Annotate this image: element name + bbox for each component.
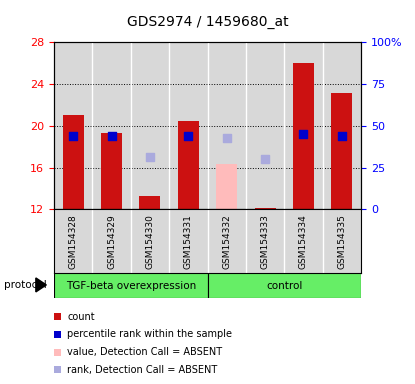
Point <box>262 156 269 162</box>
Bar <box>178 121 199 209</box>
Text: GSM154333: GSM154333 <box>261 214 270 269</box>
Point <box>339 133 345 139</box>
Point <box>185 133 192 139</box>
Text: GSM154329: GSM154329 <box>107 214 116 269</box>
Text: GDS2974 / 1459680_at: GDS2974 / 1459680_at <box>127 15 288 29</box>
Text: GSM154334: GSM154334 <box>299 214 308 269</box>
Text: rank, Detection Call = ABSENT: rank, Detection Call = ABSENT <box>67 365 217 375</box>
Text: protocol: protocol <box>4 280 47 290</box>
Text: GSM154331: GSM154331 <box>184 214 193 269</box>
Polygon shape <box>36 278 46 292</box>
Point <box>223 135 230 141</box>
Bar <box>54 273 208 298</box>
Point <box>300 131 307 137</box>
Bar <box>101 133 122 209</box>
Bar <box>208 273 361 298</box>
Bar <box>63 115 84 209</box>
Text: value, Detection Call = ABSENT: value, Detection Call = ABSENT <box>67 347 222 357</box>
Text: GSM154328: GSM154328 <box>68 214 78 269</box>
Text: count: count <box>67 312 95 322</box>
Bar <box>293 63 314 209</box>
Text: control: control <box>266 280 303 291</box>
Bar <box>254 208 276 209</box>
Bar <box>331 93 352 209</box>
Point <box>70 133 76 139</box>
Text: GSM154335: GSM154335 <box>337 214 347 269</box>
Point <box>146 154 153 160</box>
Bar <box>139 196 161 209</box>
Point <box>108 133 115 139</box>
Text: GSM154332: GSM154332 <box>222 214 231 269</box>
Bar <box>216 164 237 209</box>
Text: GSM154330: GSM154330 <box>145 214 154 269</box>
Text: TGF-beta overexpression: TGF-beta overexpression <box>66 280 196 291</box>
Text: percentile rank within the sample: percentile rank within the sample <box>67 329 232 339</box>
